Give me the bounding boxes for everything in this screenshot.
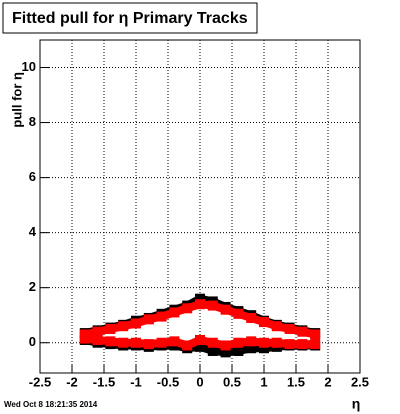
y-tick-label: 4: [29, 224, 37, 239]
x-tick-label: -2.5: [29, 374, 51, 389]
data-point: [207, 345, 218, 356]
data-point: [131, 318, 141, 329]
data-point: [259, 317, 269, 328]
data-point: [169, 336, 180, 347]
title-box: [2, 2, 258, 34]
data-point: [143, 314, 154, 325]
data-point: [220, 304, 231, 315]
x-tick-label: -0.5: [157, 374, 179, 389]
data-point: [297, 326, 308, 337]
data-point: [233, 337, 244, 348]
data-point: [233, 308, 244, 319]
y-axis-label: pull for η: [9, 72, 24, 128]
data-point: [195, 293, 205, 304]
chart-title: Fitted pull for η Primary Tracks: [12, 10, 248, 27]
data-point: [195, 334, 205, 345]
x-tick-label: 0: [196, 374, 203, 389]
data-point: [156, 311, 167, 322]
y-tick-label: 8: [29, 114, 36, 129]
data-point: [310, 329, 321, 340]
data-point: [118, 337, 129, 348]
x-tick-label: -1: [130, 374, 142, 389]
data-point: [169, 307, 180, 318]
data-point: [79, 333, 90, 344]
data-point: [310, 339, 321, 350]
timestamp: Wed Oct 8 18:21:35 2014: [4, 400, 98, 409]
x-tick-label: 2.5: [351, 374, 369, 389]
data-point: [246, 343, 257, 354]
y-tick-label: 6: [29, 169, 36, 184]
data-point: [182, 303, 193, 314]
data-point: [220, 340, 231, 351]
data-point: [207, 300, 218, 311]
data-point: [259, 343, 269, 354]
y-tick-label: 10: [22, 59, 36, 74]
data-point: [284, 323, 295, 334]
x-tick-label: -1.5: [93, 374, 115, 389]
data-point: [156, 337, 167, 348]
data-point: [284, 339, 295, 350]
data-point: [246, 336, 257, 347]
y-tick-label: 2: [29, 279, 36, 294]
x-tick-label: 1.5: [287, 374, 305, 389]
x-tick-label: 0.5: [223, 374, 241, 389]
data-point: [182, 340, 193, 351]
data-point: [105, 323, 116, 334]
data-point: [131, 337, 141, 348]
data-point: [143, 339, 154, 350]
data-point: [246, 312, 257, 323]
data-point: [195, 299, 205, 310]
data-point: [271, 337, 282, 348]
data-point: [271, 321, 282, 332]
data-point: [297, 339, 308, 350]
data-point: [233, 345, 244, 356]
data-point: [118, 321, 129, 332]
data-point: [105, 336, 116, 347]
data-point: [92, 326, 103, 337]
data-point: [259, 337, 269, 348]
x-axis-label: η: [352, 396, 361, 412]
x-tick-label: -2: [66, 374, 78, 389]
data-point: [92, 334, 103, 345]
data-point: [195, 341, 205, 352]
data-point: [220, 347, 231, 358]
y-tick-label: 0: [29, 334, 36, 349]
x-tick-label: 2: [324, 374, 331, 389]
data-point: [207, 337, 218, 348]
plot-frame: [39, 39, 361, 374]
x-tick-label: 1: [260, 374, 267, 389]
